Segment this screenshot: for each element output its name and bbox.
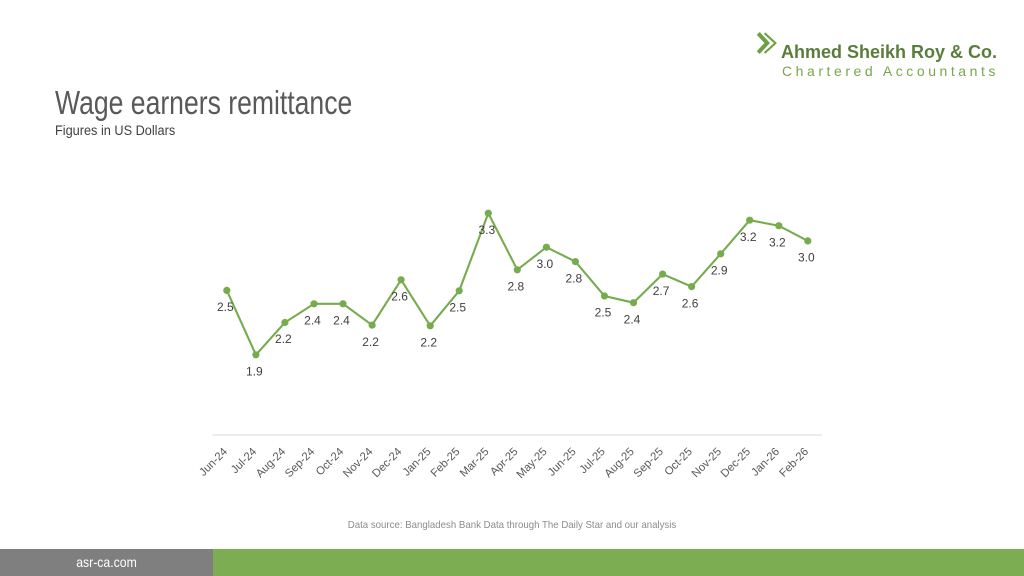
svg-text:Nov-25: Nov-25 (690, 446, 724, 480)
svg-text:3.0: 3.0 (798, 251, 815, 265)
svg-text:Jun-24: Jun-24 (197, 446, 230, 479)
svg-text:Jun-25: Jun-25 (546, 446, 579, 479)
svg-text:3.0: 3.0 (537, 257, 554, 271)
svg-text:2.4: 2.4 (624, 312, 641, 326)
svg-text:May-25: May-25 (515, 446, 550, 481)
svg-text:2.5: 2.5 (595, 306, 612, 320)
svg-text:2.4: 2.4 (333, 314, 350, 328)
svg-text:3.2: 3.2 (769, 235, 786, 249)
svg-text:2.2: 2.2 (362, 335, 379, 349)
svg-text:3.2: 3.2 (740, 230, 757, 244)
svg-text:3.3: 3.3 (478, 223, 495, 237)
svg-text:2.6: 2.6 (391, 290, 408, 304)
svg-text:Sep-24: Sep-24 (283, 446, 317, 480)
svg-text:Oct-24: Oct-24 (314, 446, 346, 478)
svg-text:Jan-26: Jan-26 (749, 446, 782, 479)
svg-text:Sep-25: Sep-25 (632, 446, 666, 480)
svg-text:Dec-24: Dec-24 (370, 446, 404, 480)
svg-text:2.6: 2.6 (682, 296, 699, 310)
svg-text:2.7: 2.7 (653, 284, 670, 298)
svg-text:2.4: 2.4 (304, 314, 321, 328)
svg-text:Dec-25: Dec-25 (719, 446, 753, 480)
svg-text:Feb-25: Feb-25 (429, 446, 463, 480)
svg-text:Nov-24: Nov-24 (341, 446, 375, 480)
svg-text:2.5: 2.5 (449, 301, 466, 315)
svg-text:Aug-25: Aug-25 (603, 446, 637, 480)
svg-text:2.9: 2.9 (711, 264, 728, 278)
svg-text:2.8: 2.8 (507, 280, 524, 294)
svg-text:2.5: 2.5 (217, 300, 234, 314)
svg-text:Mar-25: Mar-25 (458, 446, 492, 480)
svg-text:2.2: 2.2 (275, 332, 292, 346)
svg-text:2.8: 2.8 (566, 271, 583, 285)
svg-text:2.2: 2.2 (420, 336, 437, 350)
svg-text:Aug-24: Aug-24 (254, 446, 288, 480)
svg-text:Feb-26: Feb-26 (777, 446, 811, 480)
svg-text:Oct-25: Oct-25 (662, 446, 694, 478)
svg-text:1.9: 1.9 (246, 365, 263, 379)
svg-text:Jan-25: Jan-25 (401, 446, 434, 479)
